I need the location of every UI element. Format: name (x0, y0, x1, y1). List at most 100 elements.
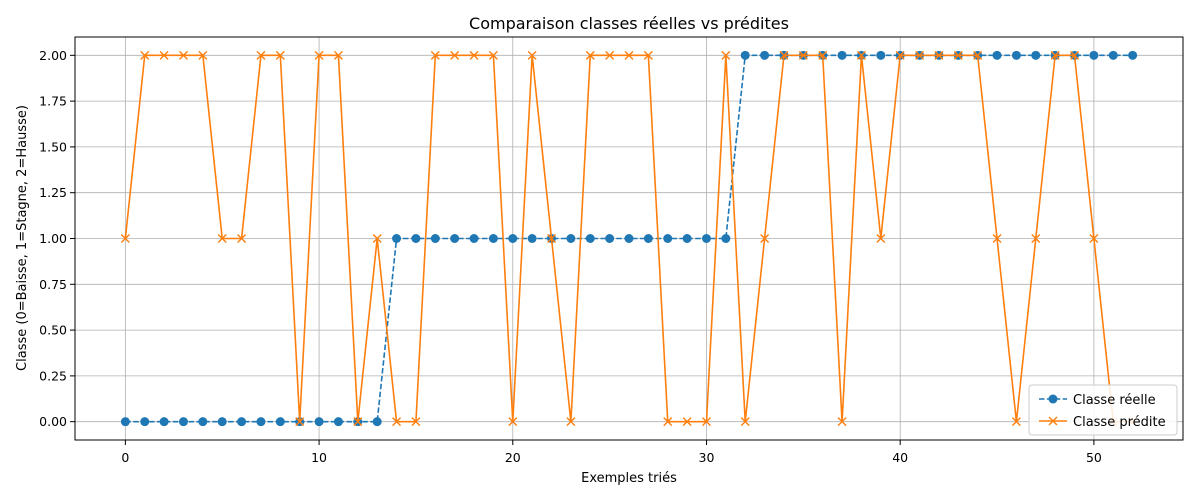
data-point-reelle (140, 417, 150, 427)
data-point-predite (856, 50, 866, 60)
data-point-reelle (682, 234, 692, 243)
data-point-reelle (663, 234, 673, 243)
data-point-predite (1070, 50, 1080, 60)
data-point-predite (353, 417, 363, 427)
data-point-predite (973, 50, 983, 60)
data-point-reelle (605, 234, 615, 243)
data-point-reelle (740, 50, 750, 60)
data-point-predite (1050, 50, 1060, 60)
data-point-reelle (372, 417, 382, 427)
data-point-reelle (585, 234, 595, 243)
data-point-predite (624, 50, 634, 60)
data-point-reelle (237, 417, 247, 427)
data-point-reelle (527, 234, 537, 243)
data-point-predite (120, 234, 130, 243)
data-point-predite (934, 50, 944, 60)
data-point-reelle (721, 234, 731, 243)
data-point-predite (915, 50, 925, 60)
y-tick-label: 0.50 (39, 323, 67, 338)
data-point-reelle (198, 417, 208, 427)
data-point-predite (895, 50, 905, 60)
data-point-predite (1031, 234, 1041, 243)
data-point-reelle (275, 417, 285, 427)
series-group (120, 50, 1138, 427)
data-point-predite (876, 234, 886, 243)
x-tick-label: 40 (892, 450, 908, 465)
y-tick-label: 0.00 (39, 414, 67, 429)
data-point-predite (566, 417, 576, 427)
data-point-reelle (217, 417, 227, 427)
data-point-predite (140, 50, 150, 60)
data-point-predite (547, 234, 557, 243)
data-point-predite (740, 417, 750, 427)
data-point-predite (256, 50, 266, 60)
data-point-reelle (314, 417, 324, 427)
ticks: 0 10 20 30 40 50 0.00 0.25 0.50 0.75 1.00 1.25 1.50 1… (39, 48, 1102, 465)
data-point-predite (295, 417, 305, 427)
y-tick-label: 1.75 (39, 94, 67, 109)
data-point-reelle (508, 234, 518, 243)
series-predite (120, 50, 1138, 427)
data-point-reelle (566, 234, 576, 243)
y-tick-label: 2.00 (39, 48, 67, 63)
y-tick-label: 1.50 (39, 139, 67, 154)
y-axis-label: Classe (0=Baisse, 1=Stagne, 2=Hausse) (15, 105, 30, 371)
data-point-reelle (1031, 50, 1041, 60)
data-point-predite (1089, 234, 1099, 243)
data-point-predite (333, 50, 343, 60)
data-point-predite (450, 50, 460, 60)
data-point-predite (430, 50, 440, 60)
data-point-predite (682, 417, 692, 427)
data-point-reelle (876, 50, 886, 60)
data-point-predite (721, 50, 731, 60)
data-point-reelle (411, 234, 421, 243)
data-point-predite (663, 417, 673, 427)
data-point-predite (411, 417, 421, 427)
legend-box (1028, 384, 1178, 436)
data-point-predite (488, 50, 498, 60)
data-point-predite (527, 50, 537, 60)
data-point-reelle (1128, 50, 1138, 60)
data-point-reelle (256, 417, 266, 427)
data-point-predite (837, 417, 847, 427)
data-point-predite (605, 50, 615, 60)
x-tick-label: 30 (699, 450, 715, 465)
data-point-reelle (488, 234, 498, 243)
legend: Classe réelle Classe prédite (1028, 384, 1178, 436)
data-point-predite (818, 50, 828, 60)
data-point-predite (314, 50, 324, 60)
data-point-predite (585, 50, 595, 60)
data-point-reelle (624, 234, 634, 243)
data-point-reelle (992, 50, 1002, 60)
x-tick-label: 50 (1086, 450, 1102, 465)
data-point-predite (159, 50, 169, 60)
data-point-reelle (178, 417, 188, 427)
x-tick-label: 20 (505, 450, 521, 465)
legend-label-reelle: Classe réelle (1073, 393, 1156, 408)
data-point-reelle (1011, 50, 1021, 60)
data-point-reelle (1089, 50, 1099, 60)
data-point-predite (372, 234, 382, 243)
data-point-predite (392, 417, 402, 427)
legend-marker-reelle (1048, 394, 1058, 404)
data-point-predite (643, 50, 653, 60)
data-point-reelle (159, 417, 169, 427)
data-point-predite (469, 50, 479, 60)
data-point-predite (217, 234, 227, 243)
y-tick-label: 0.25 (39, 368, 67, 383)
x-tick-label: 10 (311, 450, 327, 465)
y-tick-label: 1.00 (39, 231, 67, 246)
data-point-predite (178, 50, 188, 60)
data-point-reelle (469, 234, 479, 243)
data-point-predite (198, 50, 208, 60)
data-point-reelle (837, 50, 847, 60)
legend-marker-predite (1048, 416, 1058, 426)
data-point-reelle (430, 234, 440, 243)
data-point-reelle (333, 417, 343, 427)
y-tick-label: 1.25 (39, 185, 67, 200)
data-point-predite (779, 50, 789, 60)
data-point-reelle (120, 417, 130, 427)
chart-title: Comparaison classes réelles vs prédites (469, 14, 789, 33)
